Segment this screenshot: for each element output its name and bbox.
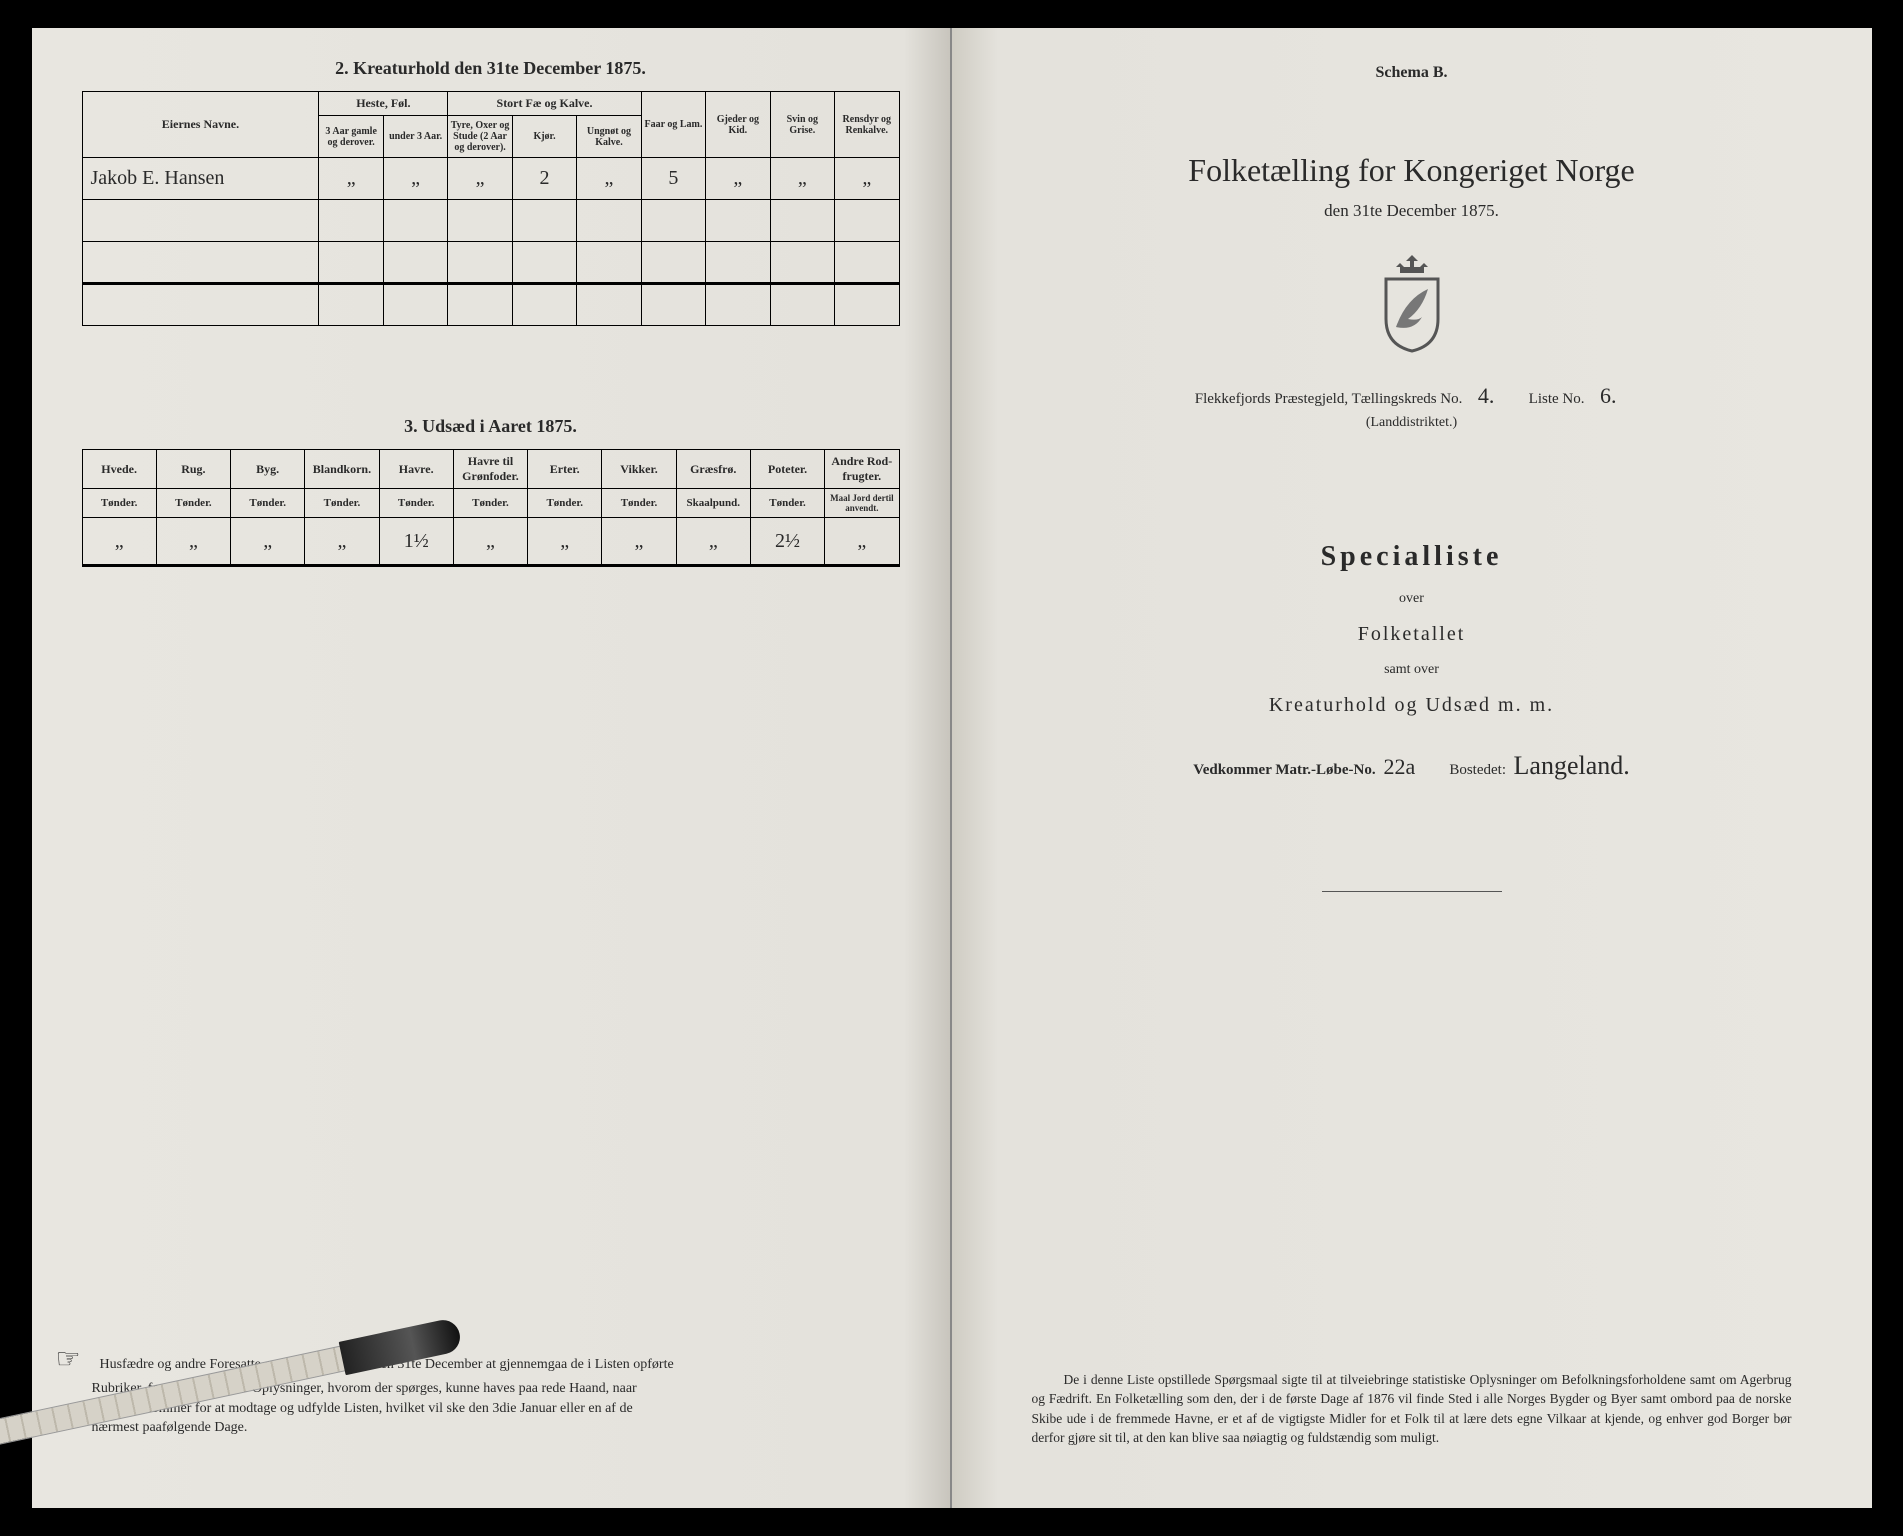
- section3: 3. Udsæd i Aaret 1875. Hvede. Rug. Byg. …: [82, 416, 900, 567]
- vedkommer-line: Vedkommer Matr.-Løbe-No. 22a Bostedet: L…: [1002, 751, 1822, 781]
- right-page: Schema B. Folketælling for Kongeriget No…: [952, 28, 1872, 1508]
- th: Blandkorn.: [305, 450, 379, 489]
- cell: „: [577, 158, 641, 200]
- table-row: [82, 200, 899, 242]
- th: Andre Rod-frugter.: [825, 450, 899, 489]
- unit: Skaalpund.: [676, 489, 750, 518]
- specialliste-heading: Specialliste: [1002, 541, 1822, 573]
- bosted-label: Bostedet:: [1449, 762, 1506, 778]
- cell: „: [706, 158, 770, 200]
- th: Havre til Grønfoder.: [453, 450, 527, 489]
- kreds-no: 4.: [1466, 383, 1506, 409]
- vedk-label: Vedkommer Matr.-Løbe-No.: [1193, 762, 1375, 778]
- section3-title: 3. Udsæd i Aaret 1875.: [82, 416, 900, 437]
- over-text: over: [1002, 591, 1822, 607]
- kreatur-table: Eiernes Navne. Heste, Føl. Stort Fæ og K…: [82, 91, 900, 326]
- th-stort-b: Kjør.: [512, 116, 576, 158]
- cell: 1½: [379, 518, 453, 566]
- unit: Tønder.: [602, 489, 676, 518]
- unit: Tønder.: [528, 489, 602, 518]
- samt-over: samt over: [1002, 662, 1822, 678]
- th: Hvede.: [82, 450, 156, 489]
- th-rens: Rensdyr og Renkalve.: [835, 92, 899, 158]
- left-page: 2. Kreaturhold den 31te December 1875. E…: [32, 28, 952, 1508]
- footnote: ☞Husfædre og andre Foresatte anmodes om …: [92, 1340, 890, 1438]
- cell: „: [602, 518, 676, 566]
- th-faar: Faar og Lam.: [641, 92, 705, 158]
- th: Græsfrø.: [676, 450, 750, 489]
- th: Poteter.: [750, 450, 824, 489]
- th: Havre.: [379, 450, 453, 489]
- th-name: Eiernes Navne.: [82, 92, 319, 158]
- coat-of-arms-icon: [1372, 253, 1452, 353]
- cell: „: [383, 158, 447, 200]
- cell: „: [770, 158, 834, 200]
- footnote-line: Rubriker, for at de fornødne Oplysninger…: [92, 1379, 890, 1399]
- th-stort-c: Ungnøt og Kalve.: [577, 116, 641, 158]
- footnote-line: Husfædre og andre Foresatte anmodes om i…: [100, 1357, 674, 1372]
- cell: „: [305, 518, 379, 566]
- cell: 5: [641, 158, 705, 200]
- th-heste-a: 3 Aar gamle og derover.: [319, 116, 383, 158]
- cell: „: [676, 518, 750, 566]
- section2-title: 2. Kreaturhold den 31te December 1875.: [82, 58, 900, 79]
- book-spread: 2. Kreaturhold den 31te December 1875. E…: [32, 28, 1872, 1508]
- parish-line: Flekkefjords Præstegjeld, Tællingskreds …: [1002, 383, 1822, 409]
- liste-no: 6.: [1588, 383, 1628, 409]
- unit: Tønder.: [156, 489, 230, 518]
- unit: Tønder.: [453, 489, 527, 518]
- th-svin: Svin og Grise.: [770, 92, 834, 158]
- th-heste: Heste, Føl.: [319, 92, 448, 116]
- parish-text: Flekkefjords Præstegjeld, Tællingskreds …: [1195, 391, 1463, 407]
- cell: „: [319, 158, 383, 200]
- subdate: den 31te December 1875.: [1002, 201, 1822, 221]
- kreatur-heading: Kreaturhold og Udsæd m. m.: [1002, 694, 1822, 717]
- th: Erter.: [528, 450, 602, 489]
- table-row: [82, 242, 899, 284]
- divider: [1322, 891, 1502, 892]
- cell: „: [835, 158, 899, 200]
- table-row: [82, 284, 899, 326]
- page-title: Folketælling for Kongeriget Norge: [1002, 152, 1822, 189]
- matr-no: 22a: [1379, 754, 1419, 780]
- footnote-line: nærmest paafølgende Dage.: [92, 1418, 890, 1438]
- unit: Tønder.: [379, 489, 453, 518]
- th-stort-a: Tyre, Oxer og Stude (2 Aar og derover).: [448, 116, 512, 158]
- cell: „: [453, 518, 527, 566]
- cell: 2: [512, 158, 576, 200]
- landdistrikt: (Landdistriktet.): [1002, 415, 1822, 431]
- cell: „: [82, 518, 156, 566]
- bosted-value: Langeland.: [1514, 751, 1630, 781]
- th-heste-b: under 3 Aar.: [383, 116, 447, 158]
- cell-name: Jakob E. Hansen: [82, 158, 319, 200]
- th: Vikker.: [602, 450, 676, 489]
- bottom-paragraph: De i denne Liste opstillede Spørgsmaal s…: [1032, 1370, 1792, 1448]
- udsaed-table: Hvede. Rug. Byg. Blandkorn. Havre. Havre…: [82, 449, 900, 567]
- th-gjeder: Gjeder og Kid.: [706, 92, 770, 158]
- cell: „: [528, 518, 602, 566]
- unit: Maal Jord dertil anvendt.: [825, 489, 899, 518]
- th: Rug.: [156, 450, 230, 489]
- unit: Tønder.: [82, 489, 156, 518]
- cell: „: [231, 518, 305, 566]
- folketallet: Folketallet: [1002, 623, 1822, 646]
- cell: 2½: [750, 518, 824, 566]
- cell: „: [825, 518, 899, 566]
- th-stort: Stort Fæ og Kalve.: [448, 92, 641, 116]
- th: Byg.: [231, 450, 305, 489]
- table-row: „ „ „ „ 1½ „ „ „ „ 2½ „: [82, 518, 899, 566]
- cell: „: [448, 158, 512, 200]
- unit: Tønder.: [750, 489, 824, 518]
- liste-label: Liste No.: [1529, 391, 1585, 407]
- schema-label: Schema B.: [1002, 64, 1822, 82]
- cell: „: [156, 518, 230, 566]
- unit: Tønder.: [231, 489, 305, 518]
- unit: Tønder.: [305, 489, 379, 518]
- footnote-line: Tælleren kommer for at modtage og udfyld…: [92, 1399, 890, 1419]
- table-row: Jakob E. Hansen „ „ „ 2 „ 5 „ „ „: [82, 158, 899, 200]
